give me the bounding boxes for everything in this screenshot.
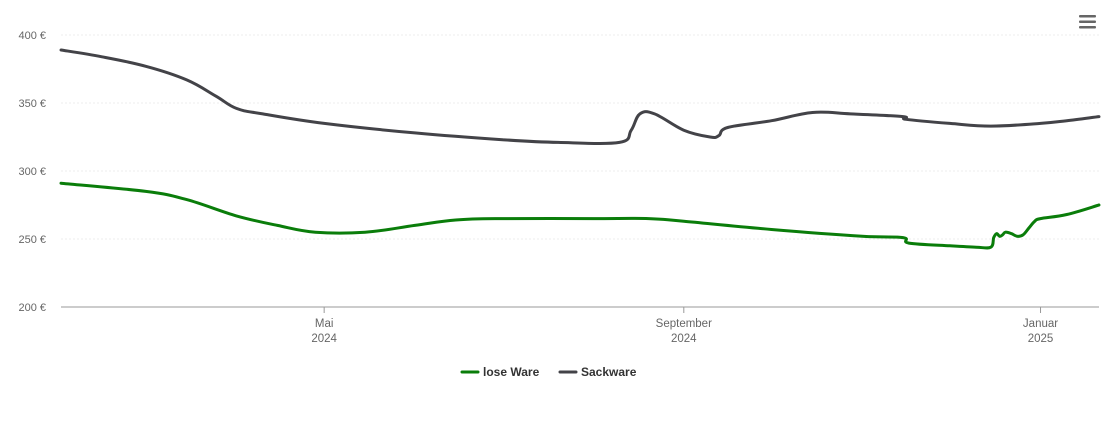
legend-label: lose Ware — [483, 365, 540, 379]
x-tick-label-year: 2025 — [1028, 333, 1054, 345]
x-axis-ticks: Mai 2024 September 2024 Januar 2025 — [311, 307, 1058, 345]
x-tick-label-month: Mai — [315, 318, 334, 330]
menu-bar-1 — [1079, 15, 1096, 18]
y-tick-label: 200 € — [18, 302, 46, 314]
y-tick-label: 250 € — [18, 234, 46, 246]
menu-bar-2 — [1079, 20, 1096, 23]
legend: lose Ware Sackware — [460, 365, 637, 379]
x-tick-label-month: September — [656, 318, 712, 330]
y-axis-labels: 200 € 250 € 300 € 350 € 400 € — [18, 30, 46, 314]
legend-label: Sackware — [581, 365, 637, 379]
x-tick-label-month: Januar — [1023, 318, 1058, 330]
y-tick-label: 350 € — [18, 98, 46, 110]
menu-bar-3 — [1079, 26, 1096, 29]
series-line-sackware[interactable] — [59, 48, 1101, 145]
chart-menu-button[interactable] — [1075, 12, 1099, 32]
series-lines — [59, 48, 1101, 250]
series-line-lose-ware[interactable] — [59, 181, 1101, 250]
y-tick-label: 400 € — [18, 30, 46, 42]
x-tick-label-year: 2024 — [671, 333, 697, 345]
legend-item[interactable]: Sackware — [558, 365, 637, 379]
grid-lines — [61, 34, 1099, 240]
x-tick-label-year: 2024 — [311, 333, 337, 345]
y-tick-label: 300 € — [18, 166, 46, 178]
legend-item[interactable]: lose Ware — [460, 365, 540, 379]
